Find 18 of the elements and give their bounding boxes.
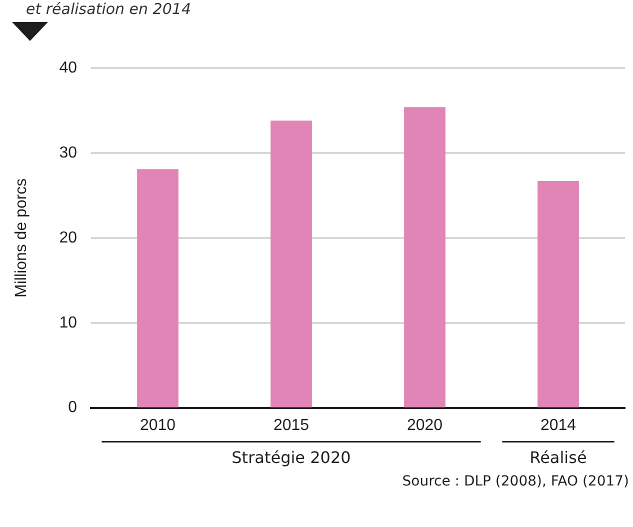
x-tick-label: 2010: [140, 416, 176, 434]
y-tick-label: 20: [59, 229, 78, 246]
chart-subtitle: et réalisation en 2014: [26, 0, 191, 18]
x-tick-label: 2020: [406, 416, 443, 434]
bar: [404, 107, 446, 408]
y-axis-title: Millions de porcs: [13, 178, 30, 298]
bar: [538, 180, 579, 408]
x-tick-label: 2015: [273, 416, 310, 434]
x-tick-label: 2014: [540, 416, 576, 434]
y-tick-label: 10: [59, 314, 78, 332]
text: Réalisé: [530, 448, 587, 467]
text: Stratégie 2020: [232, 448, 351, 467]
bar: [137, 169, 178, 408]
y-tick-label: 0: [68, 399, 78, 416]
y-tick-label: 30: [59, 144, 78, 162]
source-note: Source : DLP (2008), FAO (2017): [402, 473, 629, 490]
bar: [270, 120, 312, 408]
y-tick-label: 40: [59, 59, 78, 76]
